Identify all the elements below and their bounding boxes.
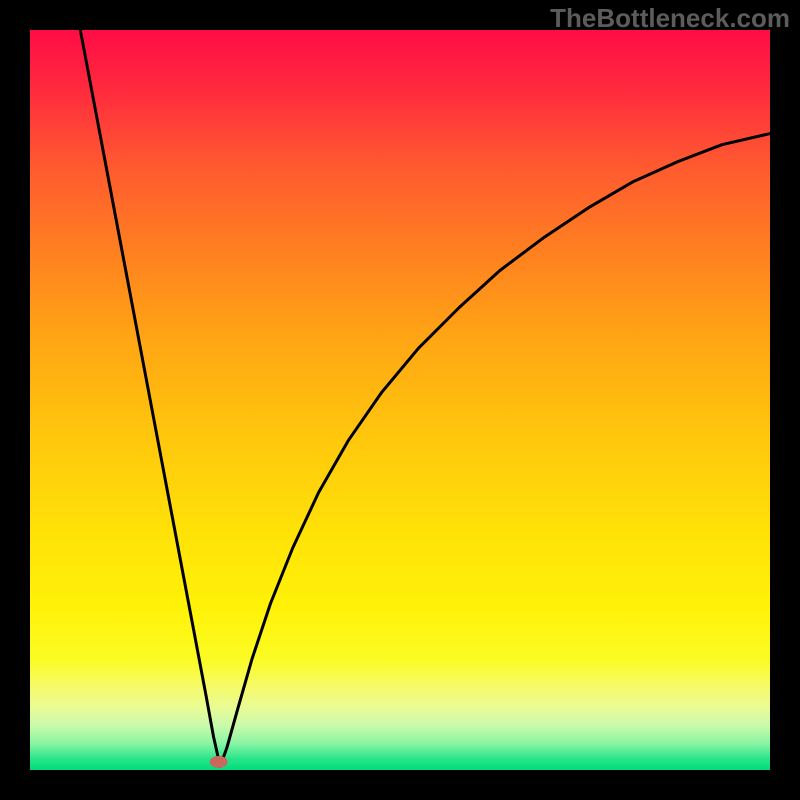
minimum-marker <box>210 756 228 768</box>
bottleneck-curve <box>80 30 770 766</box>
bottleneck-curve-svg <box>30 30 770 770</box>
chart-container: TheBottleneck.com <box>0 0 800 800</box>
plot-area <box>30 30 770 770</box>
watermark-text: TheBottleneck.com <box>550 3 790 34</box>
